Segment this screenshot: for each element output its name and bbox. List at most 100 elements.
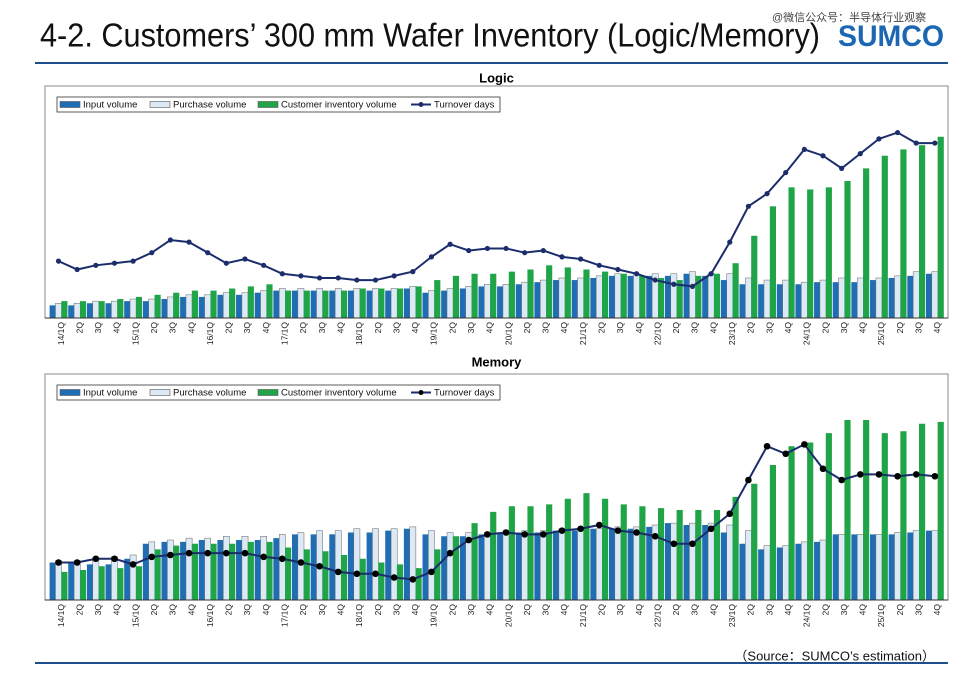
bar <box>732 263 739 318</box>
x-tick-label: 4Q <box>186 604 196 616</box>
x-tick-label: 2Q <box>373 322 383 334</box>
bar <box>260 536 267 601</box>
bar <box>769 206 776 318</box>
bar <box>608 275 616 318</box>
bar <box>720 532 728 600</box>
bar <box>553 280 560 318</box>
turnover-marker <box>578 256 584 262</box>
bar <box>620 504 627 600</box>
bar <box>303 549 310 600</box>
x-tick-label: 3Q <box>93 604 103 616</box>
bar <box>639 506 646 600</box>
bar <box>726 273 734 319</box>
bar <box>739 284 746 318</box>
bar <box>372 288 379 319</box>
bar <box>807 189 814 318</box>
bar <box>217 294 224 318</box>
legend-label: Turnover days <box>434 100 495 111</box>
x-tick-label: 15/1Q <box>130 604 140 628</box>
bar <box>148 298 156 319</box>
turnover-marker <box>261 262 267 268</box>
bar <box>763 545 771 601</box>
bar <box>801 541 808 601</box>
turnover-marker <box>316 562 323 570</box>
x-tick-label: 3Q <box>242 604 252 616</box>
bar <box>614 526 622 601</box>
turnover-marker <box>242 256 248 262</box>
bar <box>689 271 696 319</box>
bar <box>702 275 709 318</box>
bar <box>832 534 839 600</box>
bar <box>907 532 914 600</box>
bar <box>863 420 870 600</box>
x-tick-label: 4Q <box>858 604 868 616</box>
turnover-marker <box>931 472 939 480</box>
x-tick-label: 4Q <box>261 322 271 334</box>
bar <box>627 528 634 600</box>
bar <box>55 560 62 601</box>
turnover-marker <box>185 549 193 557</box>
bar <box>135 296 143 318</box>
bar <box>595 528 603 601</box>
turnover-marker <box>223 549 230 557</box>
turnover-line <box>58 131 935 288</box>
bar <box>322 290 329 318</box>
bar <box>844 181 851 318</box>
turnover-marker <box>876 136 882 142</box>
turnover-marker <box>727 239 733 245</box>
x-tick-label: 3Q <box>242 322 252 334</box>
x-tick-label: 21/1Q <box>578 322 588 346</box>
bar <box>590 528 597 600</box>
turnover-marker <box>577 525 584 533</box>
turnover-marker <box>689 283 696 289</box>
turnover-marker <box>932 140 938 146</box>
turnover-marker <box>428 254 435 260</box>
bar <box>875 277 883 319</box>
turnover-marker <box>186 239 192 245</box>
bar <box>428 530 435 601</box>
bar <box>241 292 249 319</box>
x-tick-label: 4Q <box>634 322 644 334</box>
bar <box>191 290 198 318</box>
bar <box>390 528 398 601</box>
turnover-marker <box>596 262 602 268</box>
turnover-marker <box>745 476 752 484</box>
bar <box>446 532 454 601</box>
bar <box>49 562 56 600</box>
x-tick-label: 22/1Q <box>652 322 662 346</box>
bar <box>471 273 478 318</box>
bar <box>49 305 56 318</box>
bar <box>478 534 485 600</box>
bar <box>707 273 715 319</box>
x-tick-label: 4Q <box>410 322 420 334</box>
bar <box>844 420 851 600</box>
bar <box>502 284 510 319</box>
turnover-marker <box>894 472 901 480</box>
x-tick-label: 3Q <box>764 322 774 334</box>
legend-label: Purchase volume <box>173 100 246 111</box>
turnover-marker <box>558 527 566 534</box>
bar <box>148 541 156 601</box>
turnover-marker <box>670 540 678 548</box>
bar <box>534 532 541 600</box>
bar <box>925 530 933 600</box>
bar <box>173 292 180 318</box>
legend-label: Customer inventory volume <box>281 100 397 111</box>
bar <box>236 540 243 600</box>
bar <box>135 566 143 600</box>
legend-marker <box>418 102 424 107</box>
x-tick-label: 3Q <box>168 322 178 334</box>
x-tick-label: 3Q <box>839 604 849 616</box>
bar <box>639 275 646 318</box>
turnover-marker <box>819 465 827 473</box>
turnover-marker <box>820 153 826 159</box>
bar <box>919 145 926 318</box>
turnover-marker <box>839 165 845 171</box>
x-tick-label: 2Q <box>149 322 159 334</box>
bar <box>776 547 783 600</box>
bar <box>595 275 603 319</box>
bar <box>863 168 870 318</box>
bar <box>577 528 584 601</box>
bar <box>422 534 429 600</box>
bar <box>795 543 802 600</box>
